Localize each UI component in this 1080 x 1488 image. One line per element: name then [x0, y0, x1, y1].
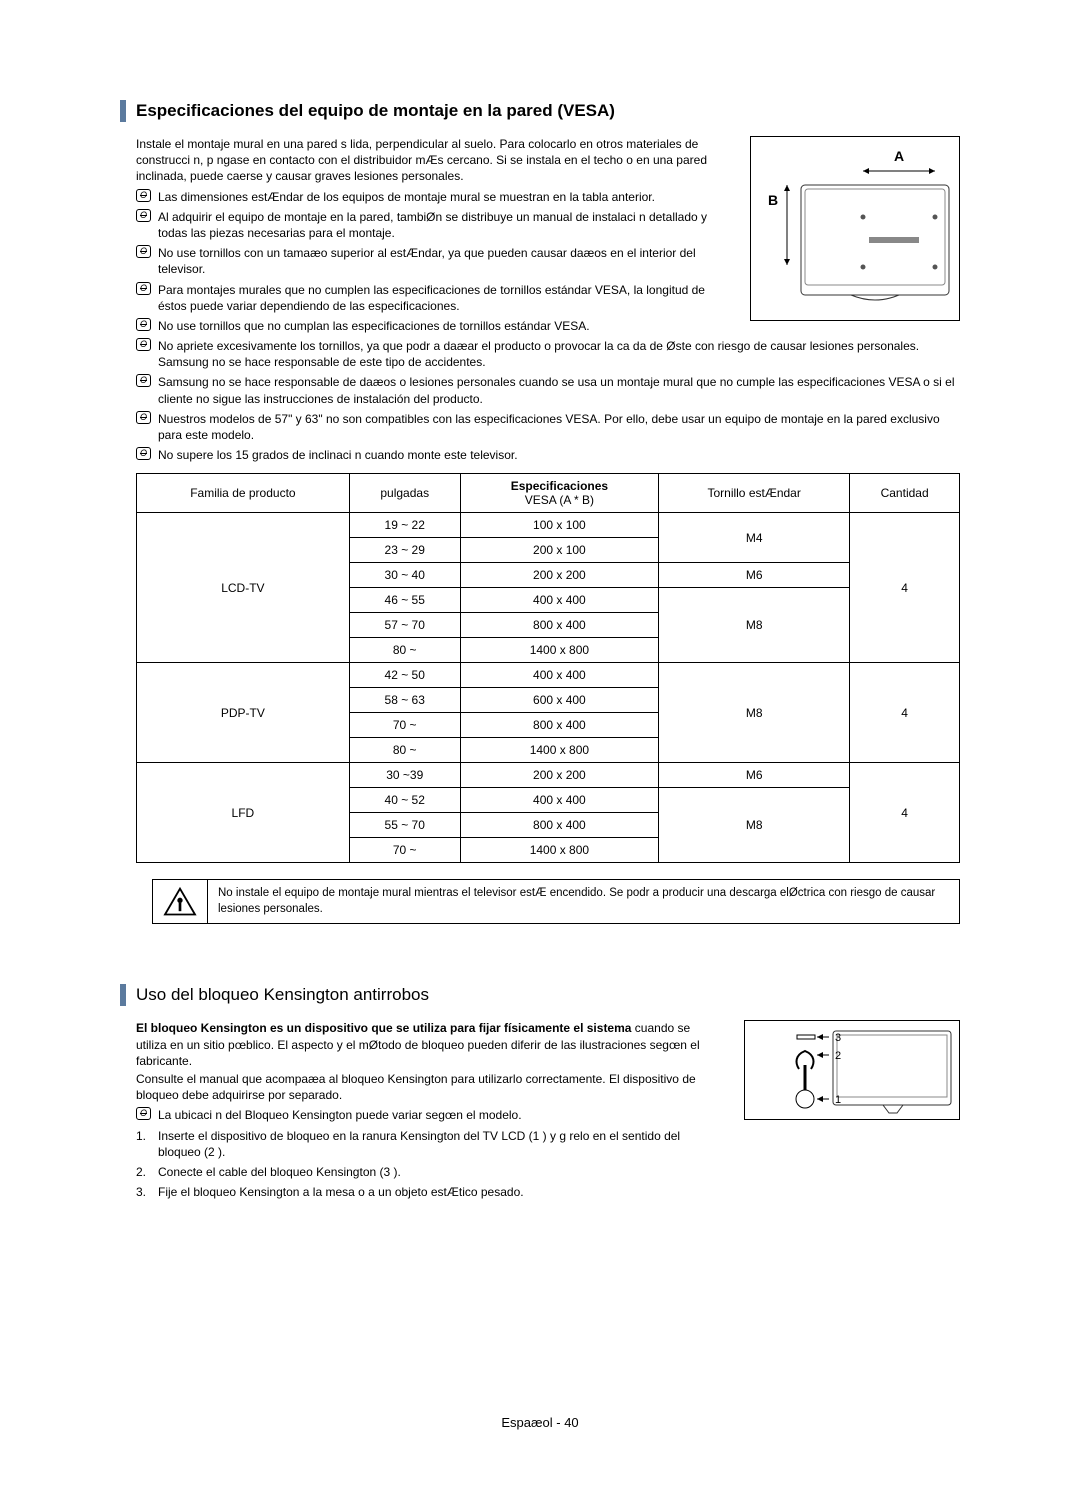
note-icon: O [136, 318, 151, 331]
note-item: OLas dimensiones estÆndar de los equipos… [136, 189, 726, 205]
family-cell: PDP-TV [137, 663, 350, 763]
note-item: ONo supere los 15 grados de inclinaci n … [136, 447, 960, 463]
section2-header: Uso del bloqueo Kensington antirrobos [120, 984, 960, 1006]
table-row: LCD-TV19 ~ 22100 x 100M44 [137, 513, 960, 538]
step-item: 1.Inserte el dispositivo de bloqueo en l… [136, 1128, 716, 1160]
section2-body: 3 2 1 El bloqueo Kensington es un dispos… [136, 1020, 960, 1200]
table-header: Cantidad [850, 474, 960, 513]
kensington-steps: 1.Inserte el dispositivo de bloqueo en l… [136, 1128, 716, 1201]
table-row: PDP-TV42 ~ 50400 x 400M84 [137, 663, 960, 688]
accent-bar [120, 100, 126, 122]
kensington-note: OLa ubicaci n del Bloqueo Kensington pue… [136, 1107, 716, 1123]
intro-paragraph: Instale el montaje mural en una pared s … [136, 136, 726, 185]
kensington-text: El bloqueo Kensington es un dispositivo … [136, 1020, 716, 1200]
section2-title: Uso del bloqueo Kensington antirrobos [136, 985, 429, 1005]
warning-box: No instale el equipo de montaje mural mi… [152, 879, 960, 924]
note-icon: O [136, 447, 151, 460]
table-row: LFD30 ~39200 x 200M64 [137, 763, 960, 788]
table-header: pulgadas [349, 474, 460, 513]
svg-text:1: 1 [835, 1094, 841, 1106]
note-icon: O [136, 374, 151, 387]
note-icon: O [136, 282, 151, 295]
table-header: Familia de producto [137, 474, 350, 513]
note-icon: O [136, 411, 151, 424]
diagram-label-a: A [894, 148, 904, 164]
warning-icon-cell [152, 879, 208, 924]
note-item: OPara montajes murales que no cumplen la… [136, 282, 726, 314]
family-cell: LFD [137, 763, 350, 863]
table-header: Tornillo estÆndar [659, 474, 850, 513]
vesa-diagram: A B [750, 136, 960, 321]
step-item: 2.Conecte el cable del bloqueo Kensingto… [136, 1164, 716, 1180]
step-item: 3.Fije el bloqueo Kensington a la mesa o… [136, 1184, 716, 1200]
svg-text:3: 3 [835, 1032, 841, 1044]
notes-narrow: OLas dimensiones estÆndar de los equipos… [136, 189, 726, 314]
note-item: ONo use tornillos que no cumplan las esp… [136, 318, 960, 334]
note-icon: O [136, 245, 151, 258]
svg-text:2: 2 [835, 1050, 841, 1062]
note-icon: O [136, 1107, 151, 1120]
note-icon: O [136, 338, 151, 351]
family-cell: LCD-TV [137, 513, 350, 663]
warning-icon [163, 887, 197, 917]
section1-title: Especificaciones del equipo de montaje e… [136, 101, 615, 121]
note-item: OAl adquirir el equipo de montaje en la … [136, 209, 726, 241]
note-icon: O [136, 209, 151, 222]
kensington-diagram: 3 2 1 [744, 1020, 960, 1120]
vesa-table: Familia de productopulgadasEspecificacio… [136, 473, 960, 863]
warning-text: No instale el equipo de montaje mural mi… [208, 879, 960, 924]
note-item: ONo use tornillos con un tamaæo superior… [136, 245, 726, 277]
note-icon: O [136, 189, 151, 202]
diagram-label-b: B [768, 192, 778, 208]
notes-full: ONo use tornillos que no cumplan las esp… [136, 318, 960, 464]
section1-header: Especificaciones del equipo de montaje e… [120, 100, 960, 122]
note-item: OSamsung no se hace responsable de daæos… [136, 374, 960, 406]
note-item: ONuestros modelos de 57" y 63" no son co… [136, 411, 960, 443]
note-item: ONo apriete excesivamente los tornillos,… [136, 338, 960, 370]
section1-body: A B Instale el montaje mural en una pare… [136, 136, 960, 924]
page-footer: Espaæol - 40 [0, 1415, 1080, 1430]
table-header: EspecificacionesVESA (A * B) [460, 474, 658, 513]
accent-bar [120, 984, 126, 1006]
